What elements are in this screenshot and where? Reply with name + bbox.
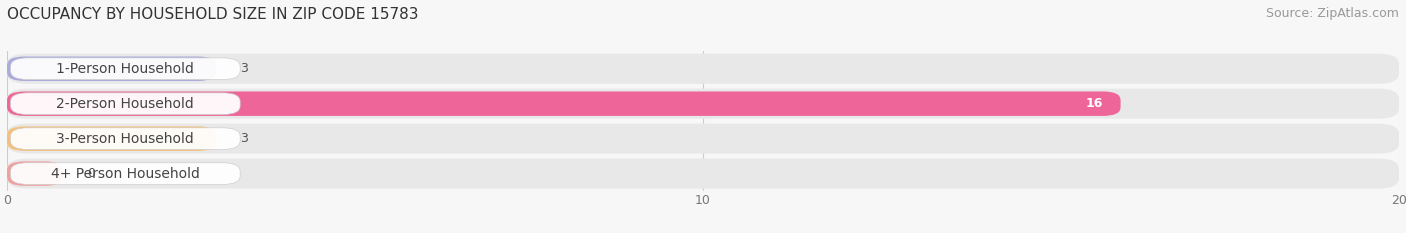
FancyBboxPatch shape: [7, 161, 63, 186]
Text: 2-Person Household: 2-Person Household: [56, 97, 194, 111]
FancyBboxPatch shape: [10, 163, 240, 185]
FancyBboxPatch shape: [7, 92, 1121, 116]
FancyBboxPatch shape: [7, 89, 1399, 119]
FancyBboxPatch shape: [7, 54, 1399, 84]
Text: 3-Person Household: 3-Person Household: [56, 132, 194, 146]
FancyBboxPatch shape: [7, 123, 1399, 154]
Text: 0: 0: [87, 167, 96, 180]
Text: 3: 3: [240, 132, 247, 145]
FancyBboxPatch shape: [7, 57, 217, 81]
Text: OCCUPANCY BY HOUSEHOLD SIZE IN ZIP CODE 15783: OCCUPANCY BY HOUSEHOLD SIZE IN ZIP CODE …: [7, 7, 419, 22]
FancyBboxPatch shape: [10, 128, 240, 150]
Text: 4+ Person Household: 4+ Person Household: [51, 167, 200, 181]
FancyBboxPatch shape: [10, 58, 240, 80]
Text: 16: 16: [1085, 97, 1104, 110]
Text: Source: ZipAtlas.com: Source: ZipAtlas.com: [1265, 7, 1399, 20]
FancyBboxPatch shape: [7, 126, 217, 151]
FancyBboxPatch shape: [10, 93, 240, 115]
Text: 1-Person Household: 1-Person Household: [56, 62, 194, 76]
Text: 3: 3: [240, 62, 247, 75]
FancyBboxPatch shape: [7, 159, 1399, 189]
